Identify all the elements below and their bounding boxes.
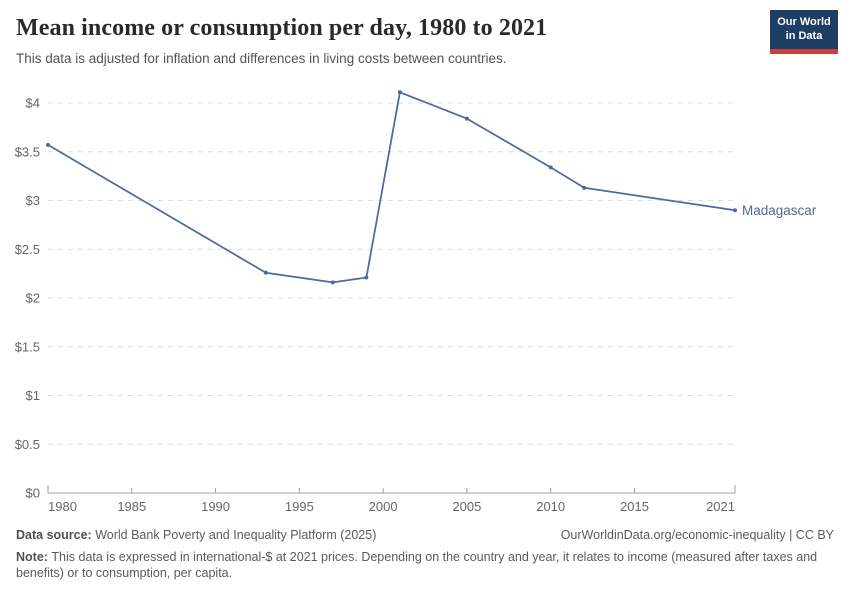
data-source-text[interactable]: World Bank Poverty and Inequality Platfo… [95, 528, 377, 542]
x-axis-tick-label: 2000 [369, 499, 398, 514]
x-axis-tick-label: 1980 [48, 499, 77, 514]
x-axis-tick-label: 1995 [285, 499, 314, 514]
y-axis-tick-label: $1.5 [15, 339, 40, 354]
owid-url-link[interactable]: OurWorldinData.org/economic-inequality [560, 528, 786, 542]
page-subtitle: This data is adjusted for inflation and … [16, 50, 507, 66]
data-source-label: Data source: [16, 528, 96, 542]
footer-note: Note: This data is expressed in internat… [16, 549, 834, 582]
data-point[interactable] [582, 185, 587, 190]
footer-source-row: Data source: World Bank Poverty and Ineq… [16, 528, 834, 542]
x-axis-tick-label: 2015 [620, 499, 649, 514]
footer-separator: | [789, 528, 793, 542]
owid-logo[interactable]: Our World in Data [770, 10, 838, 54]
data-point[interactable] [548, 165, 553, 170]
footer-note-label: Note: [16, 550, 52, 564]
x-axis-tick-label: 1985 [117, 499, 146, 514]
data-point[interactable] [263, 270, 268, 275]
footer-links: OurWorldinData.org/economic-inequality |… [561, 528, 834, 542]
y-axis-tick-label: $0 [26, 486, 40, 501]
owid-logo-text-line1: Our World [777, 16, 831, 28]
cc-by-link[interactable]: CC BY [795, 528, 834, 542]
series-end-label[interactable]: Madagascar [742, 203, 817, 218]
footer-note-text: This data is expressed in international-… [16, 550, 818, 581]
data-point[interactable] [46, 142, 50, 147]
page-title: Mean income or consumption per day, 1980… [16, 15, 548, 41]
x-axis-tick-label: 1990 [201, 499, 230, 514]
data-point[interactable] [330, 280, 335, 285]
y-axis-tick-label: $2.5 [15, 242, 40, 257]
owid-logo-text-line2: in Data [785, 29, 823, 42]
line-chart-svg[interactable]: $0 $0.5 $1 $1.5 $2 $2.5 $3 $3.5 $4 1980 1985 1990 19… [0, 78, 850, 528]
y-axis-tick-label: $1 [26, 388, 40, 403]
x-axis-tick-label: 2005 [452, 499, 481, 514]
data-point[interactable] [364, 275, 369, 280]
y-axis-tick-label: $4 [26, 96, 40, 111]
data-point[interactable] [397, 90, 402, 95]
y-axis-tick-label: $3 [26, 193, 40, 208]
data-point[interactable] [733, 208, 737, 213]
y-axis-tick-label: $2 [26, 291, 40, 306]
series-line[interactable] [47, 91, 736, 284]
chart-header: Mean income or consumption per day, 1980… [16, 14, 760, 67]
x-axis-tick-label: 2021 [706, 499, 735, 514]
chart-area[interactable]: $0 $0.5 $1 $1.5 $2 $2.5 $3 $3.5 $4 1980 1985 1990 19… [0, 78, 850, 528]
x-axis-tick-label: 2010 [536, 499, 565, 514]
y-axis-tick-label: $3.5 [15, 144, 40, 159]
chart-footer: Data source: World Bank Poverty and Ineq… [16, 528, 834, 582]
data-source: Data source: World Bank Poverty and Ineq… [16, 528, 376, 542]
data-point[interactable] [464, 116, 469, 121]
y-axis-tick-label: $0.5 [15, 437, 40, 452]
